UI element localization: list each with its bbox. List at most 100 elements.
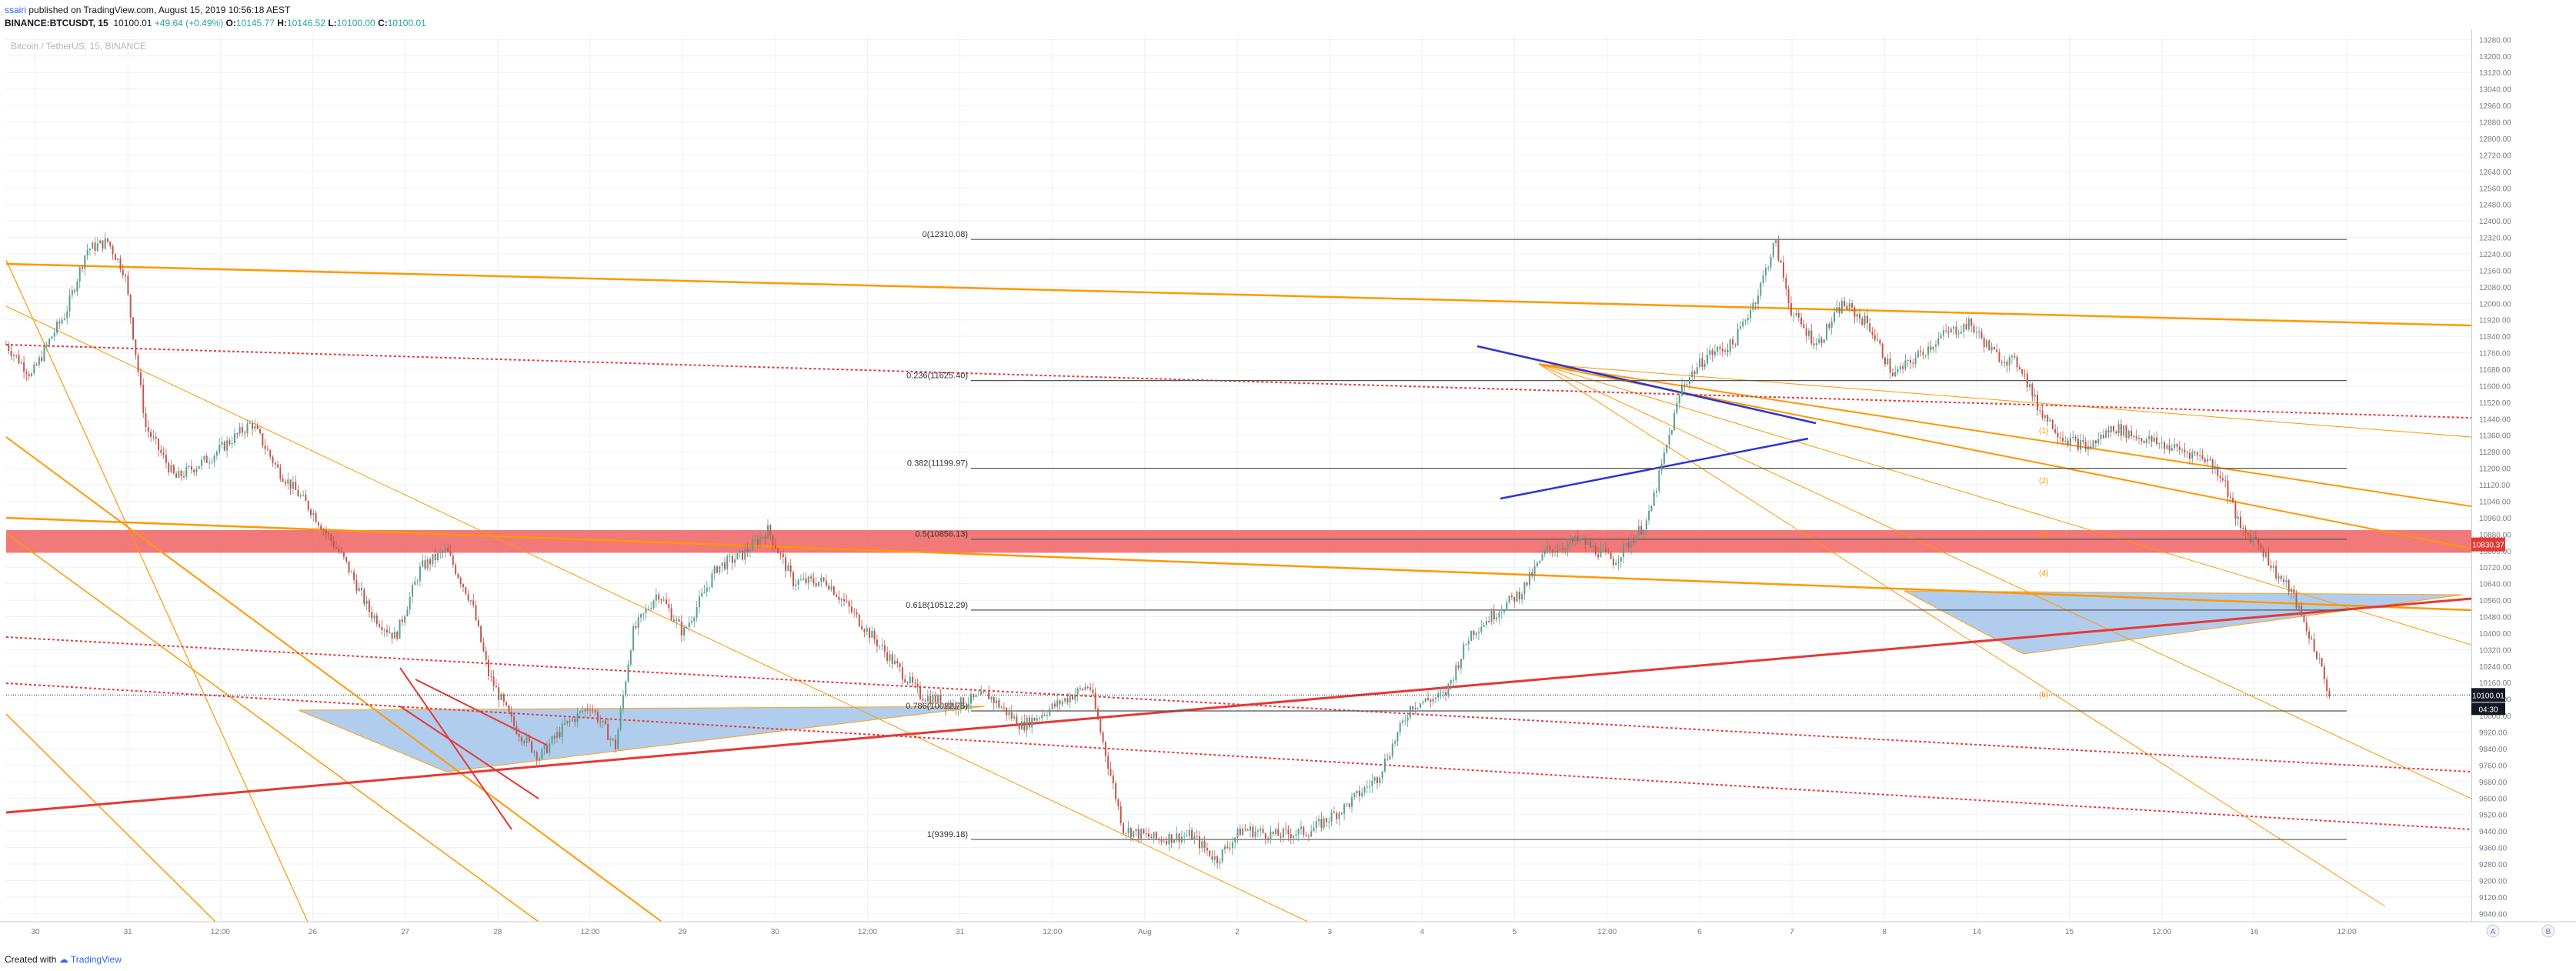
candle-body	[668, 603, 670, 609]
price-tick-label: 9920.00	[2479, 729, 2508, 738]
candle-body	[508, 705, 510, 712]
candle-body	[2171, 448, 2173, 451]
candle-body	[1496, 617, 1498, 620]
candle-body	[457, 573, 459, 579]
candle-body	[1523, 582, 1526, 595]
candle-body	[1277, 829, 1280, 836]
candle-body	[2308, 631, 2311, 639]
candle-body	[1252, 826, 1254, 837]
candle-body	[637, 617, 639, 629]
candle-body	[1899, 365, 1901, 370]
candle-body	[2254, 536, 2257, 539]
candle-body	[1711, 350, 1713, 355]
open-label: O:	[225, 18, 236, 28]
candle-body	[1805, 328, 1807, 336]
candle-body	[1133, 831, 1135, 838]
candle-body	[462, 584, 464, 587]
time-axis[interactable]: 30 31 12:00 26 27 28 12:00 29 30 12:00 31 12:00 Aug 2…	[31, 928, 2357, 936]
candle-body	[429, 559, 432, 565]
candle-body	[2024, 373, 2026, 375]
candle-body	[1688, 377, 1690, 385]
candle-body	[1404, 720, 1406, 722]
candle-body	[2191, 452, 2194, 459]
candle-body	[703, 592, 706, 593]
candle-body	[1557, 550, 1559, 552]
countdown-label: 04:30	[2478, 706, 2498, 714]
candle-body	[94, 242, 96, 251]
candle-body	[622, 695, 624, 709]
candle-body	[2084, 442, 2087, 450]
candle-body	[2201, 455, 2204, 459]
candle-body	[1775, 239, 1777, 244]
candle-body	[850, 606, 853, 612]
orange-trendline	[5, 305, 1309, 923]
time-tick-label: 12:00	[858, 928, 877, 936]
candle-body	[955, 703, 957, 710]
price-axis[interactable]: 13280.00 13200.00 13120.00 13040.00 12960.00…	[2471, 36, 2511, 919]
candle-body	[1023, 721, 1026, 731]
red-flag-line	[399, 667, 512, 830]
candle-body	[76, 281, 78, 292]
candle-body	[1211, 856, 1213, 860]
candle-body	[201, 459, 203, 466]
candle-body	[1363, 787, 1366, 793]
candle-body	[1112, 775, 1114, 784]
candle-body	[1615, 562, 1617, 566]
tradingview-brand[interactable]: TradingView	[70, 954, 122, 965]
chart-frame[interactable]: 0(12310.08) 0.236(11625.40) 0.382(11199.97…	[0, 29, 2576, 953]
candle-body	[1656, 490, 1657, 493]
candle-body	[2000, 362, 2003, 363]
candle-body	[1590, 541, 1592, 548]
candle-body	[569, 720, 571, 722]
candle-body	[1107, 756, 1109, 769]
price-tick-label: 11200.00	[2479, 465, 2511, 474]
auto-scale-button[interactable]	[2486, 924, 2500, 938]
candle-body	[1777, 239, 1780, 261]
candle-body	[693, 617, 696, 622]
candle-body	[883, 645, 886, 652]
candle-body	[2008, 357, 2010, 366]
candle-body	[78, 267, 81, 282]
scale-settings-button[interactable]	[2541, 924, 2555, 938]
candle-body	[546, 745, 548, 753]
candle-body	[2105, 430, 2107, 438]
candle-body	[2209, 459, 2211, 460]
candle-body	[1453, 679, 1454, 681]
candle-body	[1366, 786, 1368, 788]
candle-body	[96, 243, 98, 251]
candle-body	[1541, 554, 1543, 561]
candle-body	[1767, 267, 1770, 269]
price-tick-label: 9840.00	[2479, 746, 2508, 754]
candle-body	[2270, 565, 2272, 568]
candle-body	[607, 724, 609, 740]
candle-body	[650, 608, 652, 609]
candle-body	[322, 529, 325, 531]
candle-body	[1343, 804, 1346, 814]
candle-body	[1430, 699, 1432, 702]
candle-body	[256, 425, 259, 429]
candle-body	[379, 624, 381, 627]
candle-body	[1732, 339, 1733, 345]
price-chart[interactable]: 0(12310.08) 0.236(11625.40) 0.382(11199.97…	[0, 29, 2576, 953]
candle-body	[434, 553, 436, 561]
candle-body	[2301, 605, 2303, 616]
price-tick-label: 10880.00	[2479, 531, 2511, 539]
candle-body	[145, 413, 147, 428]
candle-body	[1213, 856, 1216, 860]
price-tick-label: 12160.00	[2479, 267, 2511, 275]
chart-watermark: Bitcoin / TetherUS, 15, BINANCE	[11, 41, 146, 52]
candle-body	[2141, 438, 2143, 442]
candle-body	[2275, 566, 2277, 579]
candle-body	[1229, 847, 1231, 849]
candle-body	[1506, 602, 1508, 611]
author-link[interactable]: ssairi	[5, 5, 27, 15]
candle-body	[178, 470, 180, 478]
candle-body	[226, 440, 229, 451]
price-tick-label: 12000.00	[2479, 300, 2511, 309]
candle-body	[86, 249, 88, 256]
candle-body	[1889, 359, 1891, 373]
red-support-line	[5, 597, 2472, 814]
candle-body	[2097, 439, 2100, 444]
candle-body	[683, 627, 686, 636]
candle-body	[1086, 686, 1089, 688]
